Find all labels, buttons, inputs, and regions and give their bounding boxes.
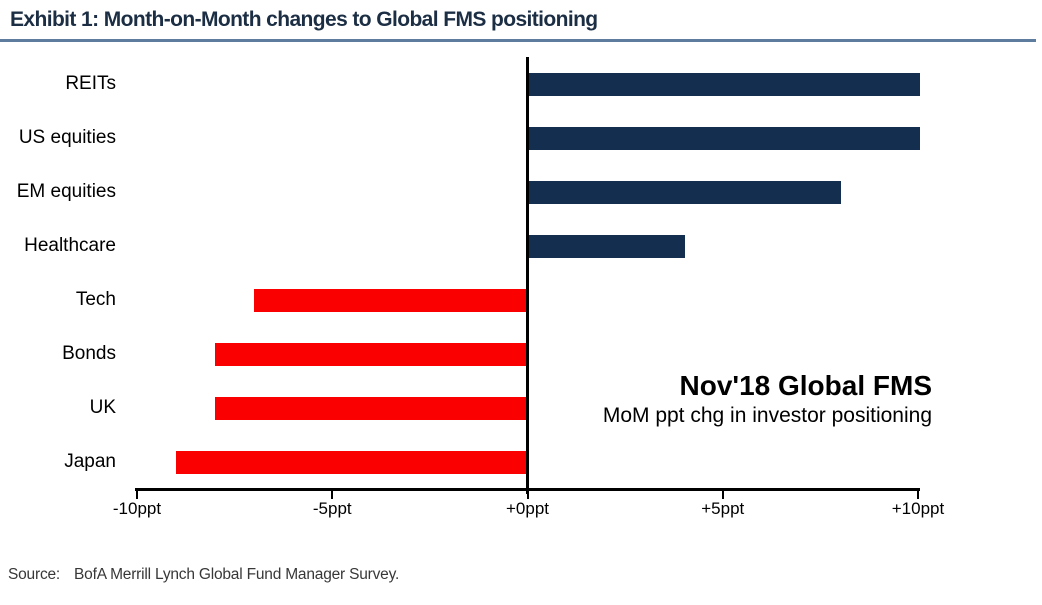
- axis-tick-label: -10ppt: [112, 499, 162, 518]
- axis-tick: [721, 491, 724, 499]
- source-note: Source: BofA Merrill Lynch Global Fund Ma…: [8, 566, 399, 584]
- source-label: Source:: [8, 566, 61, 583]
- chart-row: UK: [0, 381, 1042, 435]
- axis-tick-label: +10ppt: [891, 499, 945, 518]
- axis-tick-label: -5ppt: [312, 499, 352, 518]
- title-underline-rule: [0, 39, 1036, 42]
- axis-tick: [917, 491, 919, 499]
- chart-row: Bonds: [0, 327, 1042, 381]
- data-bar: [254, 288, 528, 312]
- category-label: Japan: [64, 451, 116, 472]
- exhibit-title: Exhibit 1: Month-on-Month changes to Glo…: [10, 8, 598, 31]
- chart-annotation: Nov'18 Global FMS MoM ppt chg in investo…: [603, 370, 932, 429]
- data-bar: [215, 342, 528, 366]
- axis-tick: [526, 491, 529, 499]
- data-bar: [529, 234, 686, 258]
- axis-tick-label: +0ppt: [505, 499, 549, 518]
- axis-tick: [331, 491, 334, 499]
- category-label: US equities: [18, 127, 116, 148]
- data-bar: [529, 72, 920, 96]
- chart-row: Japan: [0, 435, 1042, 489]
- axis-tick-label: +5ppt: [701, 499, 745, 518]
- chart-row: Healthcare: [0, 219, 1042, 273]
- chart-row: EM equities: [0, 165, 1042, 219]
- chart-row: US equities: [0, 111, 1042, 165]
- chart-row: REITs: [0, 57, 1042, 111]
- axis-tick: [136, 491, 138, 499]
- x-axis-line: [135, 488, 920, 491]
- zero-axis-line: [526, 57, 529, 494]
- category-label: Healthcare: [24, 235, 116, 256]
- category-label: EM equities: [16, 181, 116, 202]
- category-label: UK: [89, 397, 116, 418]
- data-bar: [529, 180, 842, 204]
- data-bar: [176, 450, 528, 474]
- data-bar: [529, 126, 920, 150]
- annotation-subheading: MoM ppt chg in investor positioning: [602, 404, 932, 428]
- category-label: Tech: [75, 289, 116, 310]
- annotation-heading: Nov'18 Global FMS: [679, 370, 932, 401]
- category-label: REITs: [65, 73, 116, 94]
- category-label: Bonds: [62, 343, 116, 364]
- data-bar: [215, 396, 528, 420]
- chart-row: Tech: [0, 273, 1042, 327]
- source-text: BofA Merrill Lynch Global Fund Manager S…: [74, 566, 400, 583]
